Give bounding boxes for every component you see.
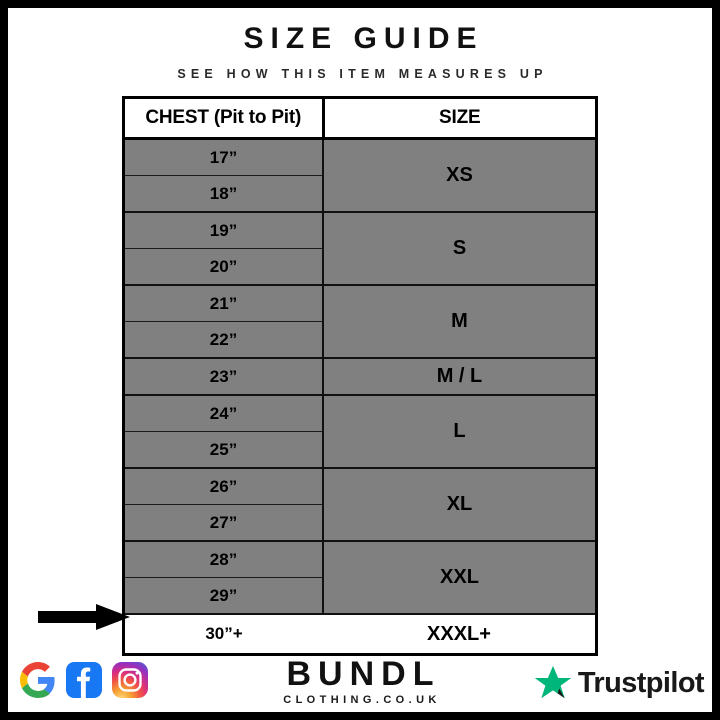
table-row: 28” XXL <box>125 540 595 614</box>
table-row: 23” M / L <box>125 357 595 396</box>
column-header-size: SIZE <box>323 99 595 140</box>
chest-value: 25” <box>125 431 324 469</box>
table-row: 18” <box>125 175 595 213</box>
size-value-highlighted: XXXL+ <box>323 613 595 653</box>
brand-logo: BUNDL CLOTHING.CO.UK <box>8 656 712 707</box>
table-row: 24” L <box>125 394 595 468</box>
size-value: XS <box>323 137 595 212</box>
chest-value: 22” <box>125 321 324 359</box>
chest-value-highlighted: 30”+ <box>125 613 323 653</box>
footer: BUNDL CLOTHING.CO.UK Trustpilot <box>8 654 712 714</box>
trustpilot-wordmark: Trustpilot <box>577 667 705 699</box>
facebook-icon[interactable] <box>66 662 102 698</box>
instagram-icon[interactable] <box>112 662 148 698</box>
size-value: M / L <box>323 357 595 395</box>
chest-value: 21” <box>125 284 324 322</box>
table-row: 29” <box>125 577 595 615</box>
table-row: 26” XL <box>125 467 595 541</box>
table-row: 20” <box>125 248 595 286</box>
chest-value: 19” <box>125 211 324 249</box>
size-value: XL <box>323 467 595 541</box>
chest-value: 18” <box>125 175 324 213</box>
table-row: 19” S <box>125 211 595 285</box>
chest-value: 17” <box>125 137 324 176</box>
chest-value: 23” <box>125 357 324 396</box>
chest-value: 26” <box>125 467 324 505</box>
page-title: SIZE GUIDE <box>243 22 484 55</box>
right-arrow-icon <box>38 604 130 630</box>
social-links <box>20 662 148 698</box>
size-value: S <box>323 211 595 285</box>
google-icon[interactable] <box>20 662 56 698</box>
brand-domain: CLOTHING.CO.UK <box>283 694 441 706</box>
table-row: 17” XS <box>125 137 595 212</box>
chest-value: 27” <box>125 504 324 542</box>
table-row: 25” <box>125 431 595 469</box>
size-table: CHEST (Pit to Pit) SIZE 17” XS 18” 19” S <box>125 99 595 653</box>
chest-value: 29” <box>125 577 324 615</box>
table-row: 27” <box>125 504 595 542</box>
size-table-container: CHEST (Pit to Pit) SIZE 17” XS 18” 19” S <box>122 96 598 656</box>
size-value: M <box>323 284 595 358</box>
size-value: XXL <box>323 540 595 614</box>
column-header-chest: CHEST (Pit to Pit) <box>125 99 325 140</box>
page-subtitle: SEE HOW THIS ITEM MEASURES UP <box>177 67 548 81</box>
table-row: 21” M <box>125 284 595 358</box>
chest-value: 20” <box>125 248 324 286</box>
star-icon <box>534 665 572 699</box>
trustpilot-logo[interactable]: Trustpilot <box>534 664 705 702</box>
chest-value: 28” <box>125 540 324 578</box>
size-value: L <box>323 394 595 468</box>
table-row-highlighted: 30”+ XXXL+ <box>125 613 595 653</box>
chest-value: 24” <box>125 394 324 432</box>
table-header-row: CHEST (Pit to Pit) SIZE <box>125 99 595 140</box>
header-block: SIZE GUIDE SEE HOW THIS ITEM MEASURES UP <box>8 22 712 82</box>
brand-name: BUNDL <box>286 655 441 693</box>
